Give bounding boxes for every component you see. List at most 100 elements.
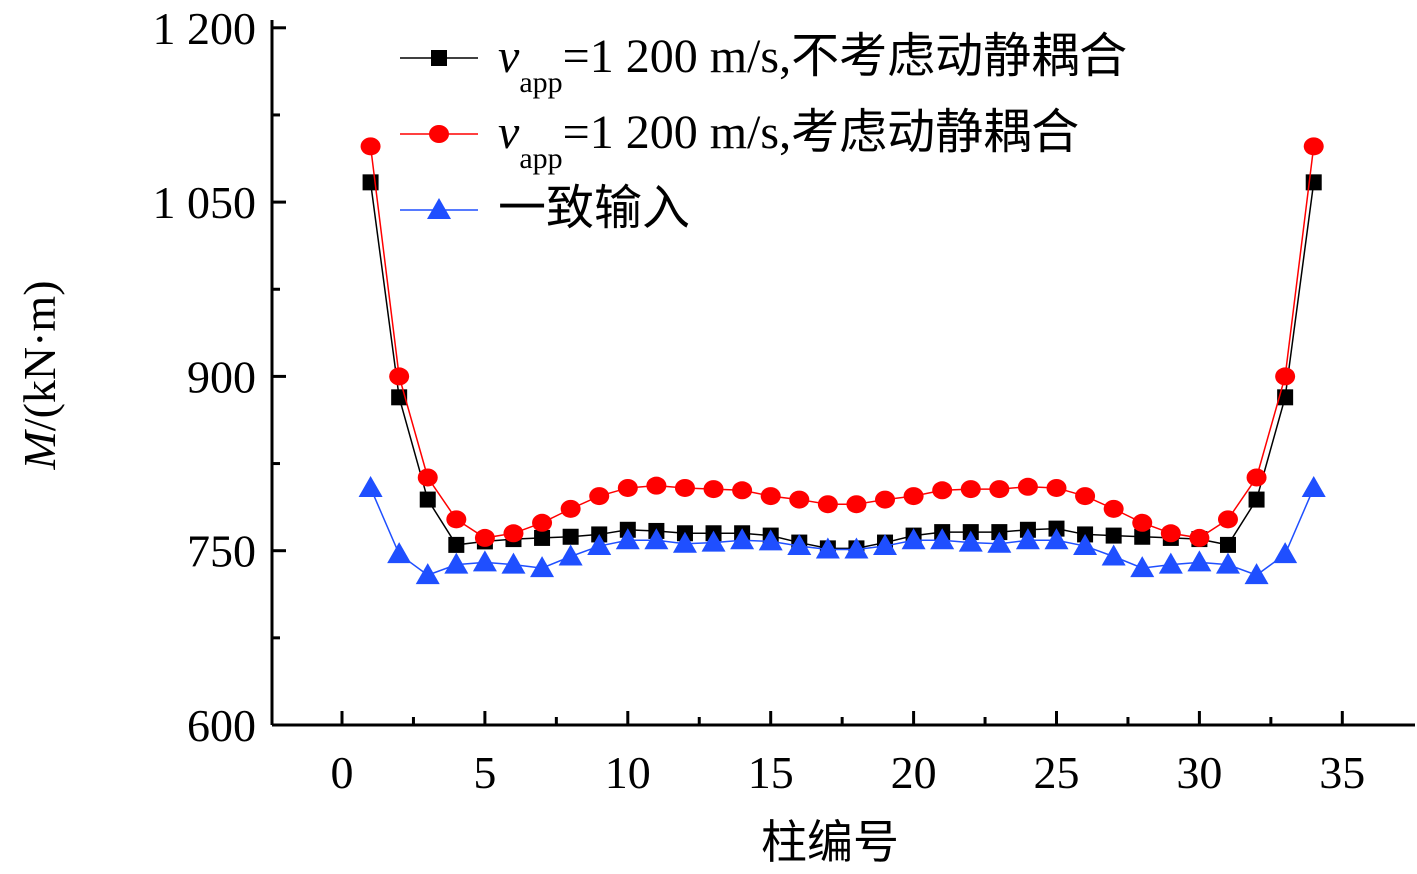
data-point [674,478,695,497]
series-group [358,137,1326,585]
data-point [415,563,440,585]
data-point [587,534,612,556]
legend-text: 一致输入 [498,182,690,235]
data-point [1132,513,1153,532]
x-tick-label: 15 [748,747,794,798]
data-point [1073,534,1098,556]
data-point [389,367,410,386]
data-point [844,537,869,559]
x-axis-label: 柱编号 [761,817,899,868]
data-point [1273,542,1298,564]
data-point [1277,389,1294,406]
x-tick-label: 10 [605,747,651,798]
data-point [1303,137,1324,156]
x-tick-label: 35 [1319,747,1365,798]
data-point [558,544,583,566]
legend-marker [431,50,447,66]
data-point [387,542,412,564]
legend-label: 一致输入 [498,182,690,235]
legend-item: vapp=1 200 m/s,考虑动静耦合 [400,106,1079,175]
x-tick-label: 30 [1176,747,1222,798]
data-point [1219,536,1236,553]
x-tick-label: 0 [331,747,354,798]
legend-marker [427,198,451,219]
series-triangle [358,475,1326,585]
data-point [932,481,953,500]
data-point [503,524,524,543]
data-point [701,530,726,552]
data-point [703,480,724,499]
data-point [1187,550,1212,572]
x-tick-label: 25 [1034,747,1080,798]
data-point [873,534,898,556]
data-point [1044,528,1069,550]
data-point [903,487,924,506]
data-point [1246,468,1267,487]
x-tick-label: 20 [891,747,937,798]
data-point [1046,478,1067,497]
x-tick-label: 5 [473,747,496,798]
data-point [472,550,497,572]
data-point [617,478,638,497]
data-point [732,481,753,500]
legend-symbol: v [498,106,520,159]
legend-subscript: app [519,66,562,99]
data-point [530,556,555,578]
series-circle [360,137,1324,547]
data-point [448,536,465,553]
data-point [672,531,697,553]
y-axis-label-unit: /(kN·m) [14,280,65,431]
data-point [1275,367,1296,386]
data-point [730,528,755,550]
data-point [1101,544,1126,566]
legend-subscript: app [519,142,562,175]
data-point [1215,552,1240,574]
series-line [369,182,1315,550]
legend-label: vapp=1 200 m/s,考虑动静耦合 [498,106,1079,175]
data-point [787,534,812,556]
legend-text: =1 200 m/s,考虑动静耦合 [563,106,1079,159]
data-point [532,513,553,532]
y-tick-label: 1 200 [153,3,257,54]
data-point [1130,556,1155,578]
data-point [560,499,581,518]
data-point [1217,510,1238,529]
data-point [615,528,640,550]
data-point [444,552,469,574]
data-point [960,480,981,499]
data-point [1189,528,1210,547]
data-point [644,528,669,550]
y-tick-label: 600 [187,700,256,751]
y-tick-label: 750 [187,526,256,577]
legend-item: 一致输入 [400,182,690,235]
data-point [360,137,381,156]
data-point [1158,552,1183,574]
y-axis-label-symbol: M [14,429,65,471]
data-point [1103,499,1124,518]
axes: 0 5 10 15 20 25 30 35 600 750 900 1 050 1 200 [153,3,1415,798]
data-point [1015,528,1040,550]
data-point [474,528,495,547]
data-point [1134,528,1151,545]
data-point [815,537,840,559]
data-point [501,552,526,574]
data-point [1244,563,1269,585]
series-line [369,487,1315,576]
data-point [534,529,551,546]
data-point [758,529,783,551]
data-point [846,495,867,514]
data-point [391,389,408,406]
legend-text: =1 200 m/s,不考虑动静耦合 [563,30,1127,83]
data-point [817,495,838,514]
data-point [589,487,610,506]
data-point [989,480,1010,499]
data-point [446,510,467,529]
legend-symbol: v [498,30,520,83]
data-point [358,475,383,497]
legend-label: vapp=1 200 m/s,不考虑动静耦合 [498,30,1127,99]
data-point [1075,487,1096,506]
data-point [901,528,926,550]
data-point [987,531,1012,553]
